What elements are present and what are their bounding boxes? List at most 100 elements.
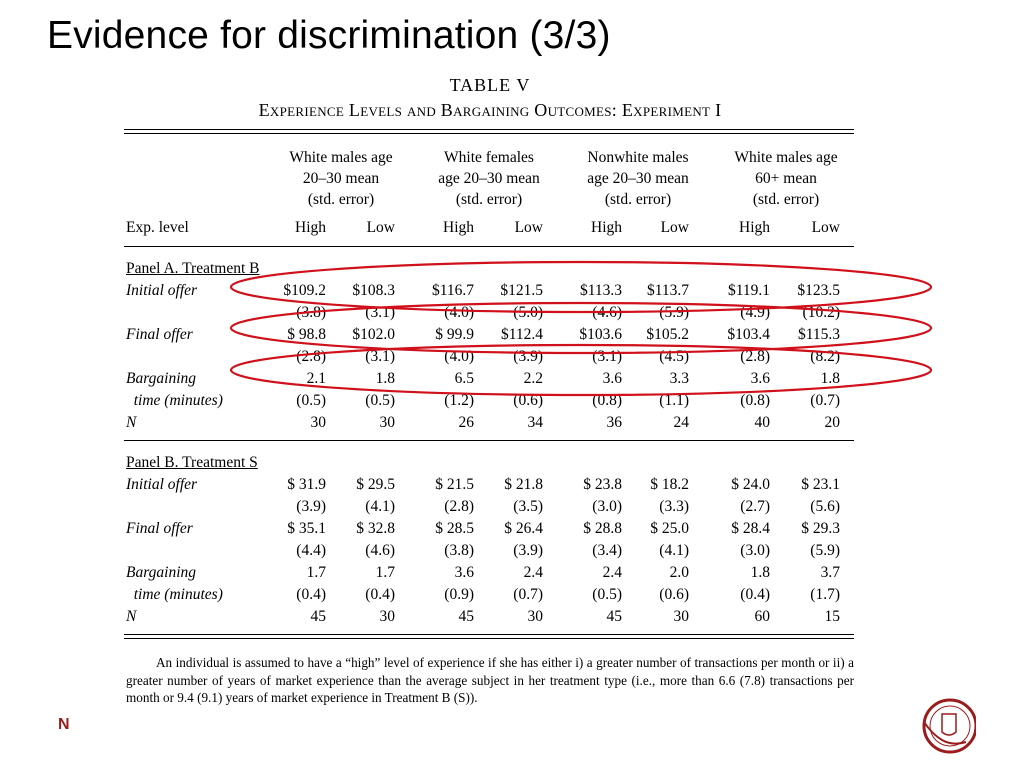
table-cell: (3.8) xyxy=(444,542,474,559)
experience-level-header: Low xyxy=(514,219,543,236)
table-cell: $103.4 xyxy=(727,326,770,343)
table-cell: (10.2) xyxy=(802,304,840,321)
table-cell: $103.6 xyxy=(579,326,622,343)
exp-level-label: Exp. level xyxy=(126,219,189,236)
column-group-header-line: age 20–30 mean xyxy=(438,170,540,187)
table-cell: (2.8) xyxy=(740,348,770,365)
row-label: Final offer xyxy=(126,326,193,343)
table-cell: (1.2) xyxy=(444,392,474,409)
table-cell: $121.5 xyxy=(500,282,543,299)
table-cell: 1.7 xyxy=(375,564,395,581)
row-label: N xyxy=(126,608,137,625)
table-cell: $112.4 xyxy=(500,326,543,343)
table-footnote: An individual is assumed to have a “high… xyxy=(126,655,854,705)
table-cell: $109.2 xyxy=(283,282,326,299)
table-cell: (4.5) xyxy=(659,348,689,365)
table-cell: 40 xyxy=(754,414,771,431)
column-group-header-line: 20–30 mean xyxy=(302,170,380,187)
table-cell: (4.1) xyxy=(365,498,395,515)
column-group-header-line: (std. error) xyxy=(604,191,672,208)
table-cell: 26 xyxy=(458,414,475,431)
table-cell: 1.8 xyxy=(375,370,395,387)
column-group-header: White males age 60+ mean (std. error) xyxy=(711,147,861,210)
row-label: Initial offer xyxy=(126,476,198,493)
table-cell: 15 xyxy=(824,608,841,625)
university-seal-icon xyxy=(922,698,976,754)
table-cell: 3.6 xyxy=(602,370,622,387)
table-cell: 20 xyxy=(824,414,841,431)
table-cell: $ 23.1 xyxy=(801,476,840,493)
table-cell: (3.1) xyxy=(592,348,622,365)
table-cell: $ 28.8 xyxy=(583,520,622,537)
experience-level-header: Low xyxy=(366,219,395,236)
table-cell: 2.1 xyxy=(306,370,326,387)
table-cell: 6.5 xyxy=(454,370,474,387)
table-cell: 30 xyxy=(379,414,396,431)
table-cell: (3.0) xyxy=(740,542,770,559)
panel-b-heading: Panel B. Treatment S xyxy=(126,454,258,471)
table-cell: $113.7 xyxy=(646,282,689,299)
table-cell: $ 99.9 xyxy=(435,326,474,343)
table-cell: (8.2) xyxy=(810,348,840,365)
table-cell: (2.8) xyxy=(444,498,474,515)
row-label: Final offer xyxy=(126,520,193,537)
bottom-rule xyxy=(124,634,854,635)
table-cell: 2.4 xyxy=(602,564,622,581)
table-cell: 30 xyxy=(310,414,327,431)
table-cell: 30 xyxy=(379,608,396,625)
table-cell: (2.8) xyxy=(296,348,326,365)
column-group-header-line: White males age xyxy=(734,149,838,166)
experience-level-header: High xyxy=(443,219,474,236)
experience-level-header: High xyxy=(295,219,326,236)
table-cell: (5.9) xyxy=(659,304,689,321)
experience-level-header: Low xyxy=(660,219,689,236)
panel-a-heading: Panel A. Treatment B xyxy=(126,260,260,277)
column-group-header-line: (std. error) xyxy=(752,191,820,208)
table-cell: (0.9) xyxy=(444,586,474,603)
table-cell: $ 28.5 xyxy=(435,520,474,537)
table-subtitle: Experience Levels and Bargaining Outcome… xyxy=(258,100,722,120)
table-cell: 1.8 xyxy=(820,370,840,387)
column-group-header-line: White males age xyxy=(289,149,393,166)
column-group-header: White females age 20–30 mean (std. error) xyxy=(414,147,564,210)
table-cell: (3.9) xyxy=(296,498,326,515)
table-cell: 45 xyxy=(606,608,623,625)
table-cell: (4.6) xyxy=(365,542,395,559)
table-cell: (1.1) xyxy=(659,392,689,409)
column-group-header-line: Nonwhite males xyxy=(587,149,689,166)
table-cell: (0.6) xyxy=(659,586,689,603)
table-cell: 45 xyxy=(458,608,475,625)
column-group-header-line: (std. error) xyxy=(307,191,375,208)
experience-level-header: High xyxy=(591,219,622,236)
table-cell: 2.4 xyxy=(523,564,543,581)
table-cell: (4.6) xyxy=(592,304,622,321)
header-rule xyxy=(124,246,854,247)
table-cell: (3.5) xyxy=(513,498,543,515)
table-cell: $ 31.9 xyxy=(287,476,326,493)
footer-logo-letter: N xyxy=(58,716,70,733)
table-cell: 2.2 xyxy=(523,370,543,387)
table-cell: $ 35.1 xyxy=(287,520,326,537)
experience-level-header: High xyxy=(739,219,770,236)
table-cell: (4.1) xyxy=(659,542,689,559)
column-group-header-line: (std. error) xyxy=(455,191,523,208)
table-cell: $113.3 xyxy=(579,282,622,299)
table-cell: 2.0 xyxy=(669,564,689,581)
table-cell: (3.4) xyxy=(592,542,622,559)
table-cell: $ 29.3 xyxy=(801,520,840,537)
table-cell: 3.6 xyxy=(454,564,474,581)
table-cell: (3.1) xyxy=(365,304,395,321)
slide-title: Evidence for discrimination (3/3) xyxy=(47,14,611,57)
column-group-header: Nonwhite males age 20–30 mean (std. error) xyxy=(563,147,713,210)
table-cell: 3.6 xyxy=(750,370,770,387)
table-cell: $ 24.0 xyxy=(731,476,770,493)
row-label: Initial offer xyxy=(126,282,198,299)
table-cell: (4.0) xyxy=(444,304,474,321)
table-cell: $123.5 xyxy=(797,282,840,299)
table-cell: (5.0) xyxy=(513,304,543,321)
row-label: Bargaining xyxy=(126,564,197,581)
table-cell: (3.3) xyxy=(659,498,689,515)
table-cell: (4.0) xyxy=(444,348,474,365)
table-cell: (0.5) xyxy=(365,392,395,409)
